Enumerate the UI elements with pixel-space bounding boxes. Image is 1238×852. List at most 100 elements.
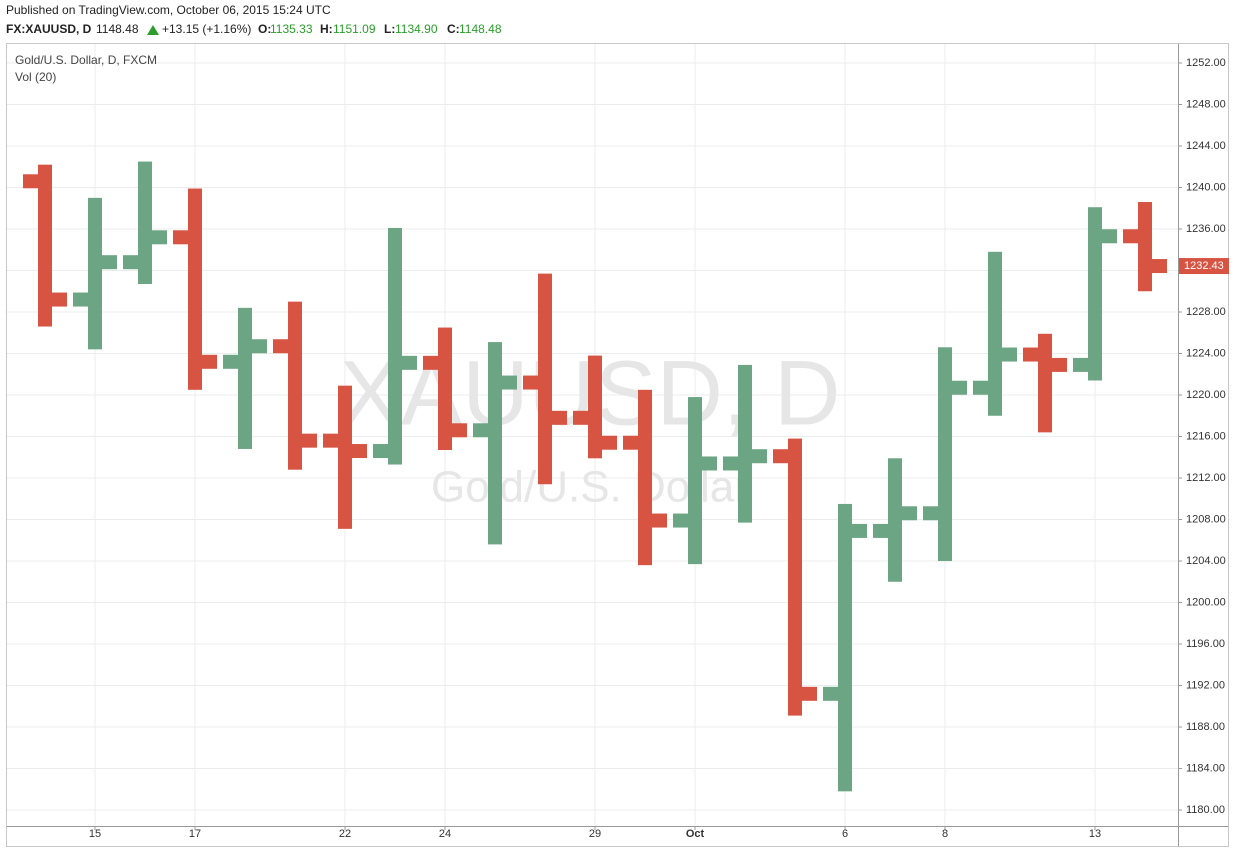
bar-range <box>638 389 652 566</box>
bar-open <box>1073 357 1088 372</box>
up-arrow <box>147 25 159 35</box>
bar-range <box>738 364 752 523</box>
x-tick-label: 24 <box>439 828 451 840</box>
y-tick-label: 1200.00 <box>1186 596 1226 608</box>
bar-range <box>838 503 852 792</box>
bar-range <box>488 342 502 545</box>
last-price: 1148.48 <box>96 22 139 36</box>
y-tick-label: 1208.00 <box>1186 513 1226 525</box>
bar-range <box>238 307 252 449</box>
bar-close <box>1152 259 1167 274</box>
y-tick-label: 1220.00 <box>1186 389 1226 401</box>
bar-close <box>352 444 367 459</box>
x-tick-label: 22 <box>339 828 351 840</box>
bar-open <box>73 292 88 307</box>
open-label: O: <box>258 22 271 36</box>
bar-range <box>138 161 152 284</box>
bar-range <box>1088 207 1102 381</box>
bar-range <box>288 301 302 470</box>
x-tick-label: Oct <box>686 828 705 840</box>
y-tick-label: 1228.00 <box>1186 306 1226 318</box>
bar-open <box>223 354 238 369</box>
bar-open <box>573 410 588 425</box>
last-price-marker <box>1179 258 1229 275</box>
y-tick-label: 1216.00 <box>1186 430 1226 442</box>
x-tick-label: 8 <box>942 828 948 840</box>
bar-close <box>1102 229 1117 244</box>
bar-range <box>588 355 602 459</box>
bar-range <box>338 385 352 529</box>
bar-range <box>938 347 952 562</box>
legend-title: Gold/U.S. Dollar, D, FXCM <box>15 53 157 67</box>
high-value: 1151.09 <box>333 22 376 36</box>
low-label: L: <box>384 22 395 36</box>
legend-sub: Vol (20) <box>15 70 56 84</box>
bar-open <box>23 174 38 189</box>
y-tick-label: 1236.00 <box>1186 223 1226 235</box>
x-tick-label: 6 <box>842 828 848 840</box>
bar-open <box>723 456 738 471</box>
bar-range <box>688 397 702 565</box>
published-line: Published on TradingView.com, October 06… <box>6 3 331 17</box>
bar-open <box>323 433 338 448</box>
x-tick-label: 15 <box>89 828 101 840</box>
x-tick-label: 13 <box>1089 828 1101 840</box>
y-tick-label: 1248.00 <box>1186 98 1226 110</box>
bar-close <box>452 423 467 438</box>
y-tick-label: 1212.00 <box>1186 472 1226 484</box>
bar-open <box>1123 229 1138 244</box>
y-tick-label: 1192.00 <box>1186 679 1225 691</box>
close-label: C: <box>447 22 460 36</box>
bar-open <box>523 375 538 390</box>
y-tick-label: 1196.00 <box>1186 638 1225 650</box>
y-tick-label: 1224.00 <box>1186 347 1226 359</box>
bar-open <box>423 355 438 370</box>
bar-open <box>173 230 188 245</box>
bar-close <box>102 255 117 270</box>
bar-close <box>402 355 417 370</box>
bar-open <box>623 435 638 450</box>
bar-close <box>952 380 967 395</box>
y-tick-label: 1204.00 <box>1186 555 1226 567</box>
low-value: 1134.90 <box>395 22 438 36</box>
bar-close <box>1002 347 1017 362</box>
bar-open <box>273 339 288 354</box>
chart-frame <box>6 43 1229 847</box>
close-value: 1148.48 <box>459 22 502 36</box>
bar-close <box>602 435 617 450</box>
y-tick-label: 1252.00 <box>1186 57 1226 69</box>
high-label: H: <box>320 22 333 36</box>
bar-open <box>873 523 888 538</box>
bar-close <box>702 456 717 471</box>
bar-close <box>302 433 317 448</box>
open-value: 1135.33 <box>270 22 313 36</box>
bar-open <box>373 444 388 459</box>
bar-close <box>152 230 167 245</box>
symbol: FX:XAUUSD, D <box>6 22 92 36</box>
bar-close <box>202 354 217 369</box>
y-tick-label: 1240.00 <box>1186 181 1226 193</box>
bar-range <box>38 164 52 327</box>
bar-range <box>988 251 1002 416</box>
bar-open <box>1023 347 1038 362</box>
bar-open <box>973 380 988 395</box>
bar-close <box>552 410 567 425</box>
bar-close <box>1052 357 1067 372</box>
bar-range <box>388 227 402 465</box>
bar-open <box>773 449 788 464</box>
bar-range <box>438 327 452 450</box>
bar-range <box>888 458 902 582</box>
bar-close <box>502 375 517 390</box>
bar-close <box>802 686 817 701</box>
bar-range <box>1038 333 1052 433</box>
last-price-label: 1232.43 <box>1184 260 1224 272</box>
bar-range <box>538 273 552 485</box>
bar-close <box>252 339 267 354</box>
bar-close <box>902 506 917 521</box>
bar-range <box>1138 202 1152 292</box>
bar-open <box>473 423 488 438</box>
change: +13.15 (+1.16%) <box>162 22 251 36</box>
bar-open <box>923 506 938 521</box>
